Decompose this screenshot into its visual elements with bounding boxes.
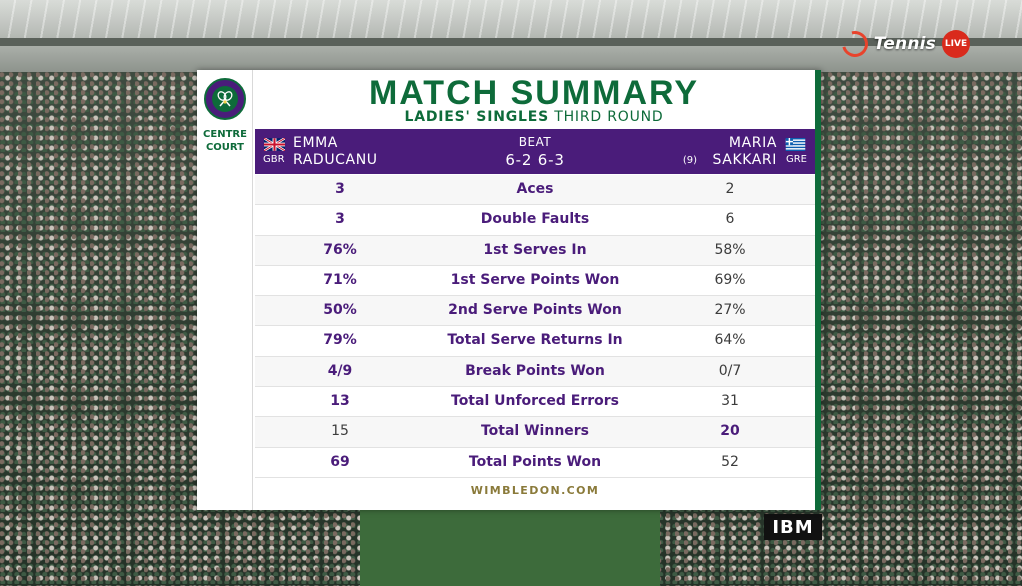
player2-stat-value: 2 [725,181,735,197]
stat-row: 69 Total Points Won 52 [255,448,815,478]
player1-stat-value: 3 [335,181,345,197]
stat-label: Total Unforced Errors [451,393,619,410]
venue-column: CENTRE COURT [197,70,253,510]
player2-country: GRE [785,154,807,165]
player1-stat-value: 15 [331,423,349,440]
live-badge: LIVE [942,30,970,58]
stadium-roof [0,0,1022,72]
player1-stat-value: 79% [323,332,357,349]
stat-row: 3 Aces 2 [255,175,815,206]
player1-stat-value: 4/9 [327,362,353,379]
match-score: 6-2 6-3 [505,151,565,169]
page-title: MATCH SUMMARY [368,74,700,112]
player2-stat-value: 31 [721,393,739,410]
ibm-logo: IBM [764,514,822,540]
stat-label: Total Winners [480,423,590,440]
greece-flag-icon [785,138,806,151]
court-name: CENTRE COURT [197,128,253,154]
player1-stat-value: 3 [335,211,345,228]
result-word: BEAT [518,135,552,149]
player2-stat-value: 64% [714,332,746,349]
round-name: THIRD ROUND [554,109,664,125]
stat-row: 71% 1st Serve Points Won 69% [255,266,815,297]
player1-stat-value: 71% [323,271,357,288]
stat-row: 4/9 Break Points Won 0/7 [255,356,815,388]
stat-row: 15 Total Winners 20 [255,417,815,448]
player1-stat-value: 13 [330,393,350,410]
court-surface [360,510,660,586]
stats-table: 3 Aces 2 3 Double Faults 6 76% 1st Serves In 58%… [255,175,815,478]
player2-stat-value: 20 [720,423,740,440]
stat-row: 50% 2nd Serve Points Won 27% [255,296,815,327]
broadcaster-name: Tennis [873,34,936,54]
stat-label: Total Serve Returns In [447,332,623,349]
stat-label: Break Points Won [465,362,605,379]
match-summary-card: CENTRE COURT MATCH SUMMARY LADIES' SINGL… [197,70,821,510]
card-green-edge [815,70,821,510]
player2-stat-value: 58% [714,241,746,258]
player1-stat-value: 76% [323,241,357,258]
players-header: GBR EMMA RADUCANU BEAT 6-2 6-3 MARIA (9)… [255,129,815,174]
supersport-icon [836,26,873,62]
player2-last-name: SAKKARI [712,152,777,168]
court-name-line2: COURT [205,142,245,153]
stat-label: 2nd Serve Points Won [448,302,622,319]
player2-first-name: MARIA [728,135,777,151]
stat-row: 13 Total Unforced Errors 31 [255,387,815,418]
stat-label: 1st Serves In [483,241,587,258]
roof-edge [0,38,1022,46]
player2-seed: (9) [682,155,697,166]
player2-stat-value: 52 [721,453,739,470]
stat-row: 79% Total Serve Returns In 64% [255,326,815,357]
uk-flag-icon [264,138,285,151]
player1-stat-value: 50% [323,302,357,319]
event-subtitle: LADIES' SINGLES THIRD ROUND [253,108,815,126]
player1-stat-value: 69 [330,453,350,470]
broadcaster-logo: Tennis LIVE [836,26,970,62]
player2-stat-value: 69% [714,271,746,288]
player1-first-name: EMMA [293,135,338,151]
stat-label: 1st Serve Points Won [450,271,620,288]
roof-beams [0,0,1022,40]
court-name-line1: CENTRE [203,129,247,140]
player1-country: GBR [263,154,285,165]
website-link: WIMBLEDON.COM [470,484,600,497]
event-name: LADIES' SINGLES [404,109,549,125]
player2-stat-value: 27% [714,302,746,319]
player1-last-name: RADUCANU [293,152,378,168]
player2-stat-value: 6 [725,211,735,228]
wimbledon-crest-icon [204,78,246,120]
stat-row: 3 Double Faults 6 [255,205,815,236]
stat-label: Aces [516,181,554,197]
stat-label: Double Faults [480,211,590,228]
crossed-rackets-icon [212,86,238,112]
player2-stat-value: 0/7 [718,362,742,379]
stat-label: Total Points Won [468,453,602,470]
stat-row: 76% 1st Serves In 58% [255,235,815,266]
